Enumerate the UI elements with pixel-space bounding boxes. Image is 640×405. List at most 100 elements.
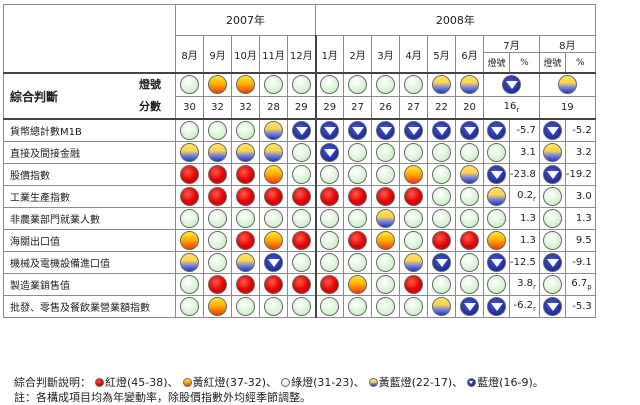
summary-signal-cell <box>427 72 456 97</box>
summary-signal-row: 綜合判斷 燈號 分數 <box>3 72 596 120</box>
green-light-icon <box>291 75 311 95</box>
green-light-icon <box>376 274 395 294</box>
indicator-signal-cell <box>343 228 372 252</box>
indicator-percent-cell: 3.1 <box>509 140 540 164</box>
month-header: 11月 <box>259 35 288 74</box>
yellow-blue-light-icon <box>557 75 577 95</box>
green-light-icon <box>542 208 562 228</box>
indicator-signal-cell <box>314 206 344 230</box>
indicator-percent-cell: -12.5 <box>509 250 540 274</box>
month-header: 1月 <box>314 35 344 74</box>
indicator-signal-cell <box>175 140 204 164</box>
green-light-icon <box>291 142 311 162</box>
green-light-icon <box>320 296 340 316</box>
indicator-label: 直接及間接金融 <box>3 140 176 164</box>
summary-signal-cell <box>371 72 400 97</box>
indicator-label: 機械及電機設備進口值 <box>3 250 176 274</box>
red-light-icon <box>320 274 340 294</box>
green-light-icon <box>487 142 506 162</box>
yellow-blue-light-icon <box>180 142 199 162</box>
summary-score-cell: 30 <box>175 95 204 120</box>
green-light-icon <box>208 230 227 250</box>
indicator-signal-cell <box>427 228 456 252</box>
legend-item-text: 紅燈(45-38)、 <box>105 376 179 389</box>
indicator-percent-cell: -6.2r <box>509 294 540 318</box>
green-light-icon <box>404 296 423 316</box>
yellow-blue-light-icon <box>460 164 479 184</box>
indicator-signal-cell <box>455 140 484 164</box>
summary-signal-cell <box>455 72 484 97</box>
legend: 綜合判斷說明： 紅燈(45-38)、 黃紅燈(37-32)、 綠燈(31-23)、 黃藍… <box>14 374 544 390</box>
green-light-icon <box>264 296 283 316</box>
indicator-signal-cell <box>259 184 288 208</box>
red-light-icon <box>236 230 255 250</box>
yellow-blue-light-icon <box>208 142 227 162</box>
indicator-signal-cell <box>231 184 260 208</box>
summary-signal-cell <box>343 72 372 97</box>
blue-light-icon <box>542 164 562 184</box>
indicator-signal-cell <box>343 294 372 318</box>
red-light-icon <box>432 230 451 250</box>
summary-score-cell: 19 <box>538 95 596 120</box>
yellow-red-light-icon <box>376 230 395 250</box>
yellow-blue-light-icon <box>180 252 199 272</box>
indicator-signal-cell <box>175 162 204 186</box>
indicator-signal-cell <box>399 228 428 252</box>
green-light-icon <box>320 208 340 228</box>
blue-light-icon <box>542 252 562 272</box>
legend-label: 綜合判斷說明： <box>14 376 91 389</box>
indicator-signal-cell <box>231 206 260 230</box>
green-light-icon <box>376 296 395 316</box>
green-light-icon <box>487 274 506 294</box>
indicator-signal-cell <box>287 184 316 208</box>
summary-score-cell: 26 <box>371 95 400 120</box>
percent-value: -5.7 <box>516 124 536 136</box>
green-light-icon <box>404 208 423 228</box>
indicator-row: 機械及電機設備進口值 -12.5 -9.1 <box>3 250 596 274</box>
summary-signal-cell <box>314 72 344 97</box>
green-light-icon <box>460 142 479 162</box>
summary-score-cell: 27 <box>399 95 428 120</box>
green-light-icon <box>348 208 367 228</box>
month-header: 3月 <box>371 35 400 74</box>
red-light-icon <box>208 164 227 184</box>
percent-value: 1.3 <box>519 212 536 224</box>
yellow-red-light-icon <box>264 230 283 250</box>
indicator-percent-cell: 1.3 <box>509 228 540 252</box>
indicator-label: 股價指數 <box>3 162 176 186</box>
yellow-blue-light-icon <box>376 208 395 228</box>
indicator-signal-cell <box>399 184 428 208</box>
yellow-red-light-icon <box>264 164 283 184</box>
indicator-signal-cell <box>314 272 344 296</box>
signal-label: 燈號 <box>139 78 161 91</box>
indicator-label: 海關出口值 <box>3 228 176 252</box>
green-light-icon <box>208 252 227 272</box>
yellow-red-light-icon <box>208 75 227 95</box>
red-light-icon <box>264 186 283 206</box>
green-light-icon <box>291 296 311 316</box>
percent-value: -19.2 <box>565 168 592 180</box>
indicator-signal-cell <box>427 294 456 318</box>
summary-score-cell: 20 <box>455 95 484 120</box>
green-light-icon <box>460 252 479 272</box>
summary-score-cell: 28 <box>259 95 288 120</box>
green-light-icon <box>208 208 227 228</box>
summary-score-cell: 32 <box>231 95 260 120</box>
header-blank-cell <box>3 4 176 74</box>
month-header: 6月 <box>455 35 484 74</box>
green-light-icon <box>432 186 451 206</box>
red-light-icon <box>236 186 255 206</box>
footnote: 註：各構成項目均為年變動率，除股價指數外均經季節調整。 <box>14 391 311 404</box>
green-light-icon <box>376 142 395 162</box>
blue-light-icon <box>320 142 340 162</box>
indicator-signal-cell <box>259 228 288 252</box>
indicator-signal-cell <box>175 184 204 208</box>
indicator-signal-cell <box>231 140 260 164</box>
indicator-signal-cell <box>259 272 288 296</box>
indicator-signal-cell <box>538 294 566 318</box>
indicator-row: 非農業部門就業人數 1.3 1.3 <box>3 206 596 230</box>
indicator-signal-cell <box>287 162 316 186</box>
indicator-signal-cell <box>483 250 510 274</box>
indicator-signal-cell <box>483 228 510 252</box>
indicator-signal-cell <box>314 228 344 252</box>
